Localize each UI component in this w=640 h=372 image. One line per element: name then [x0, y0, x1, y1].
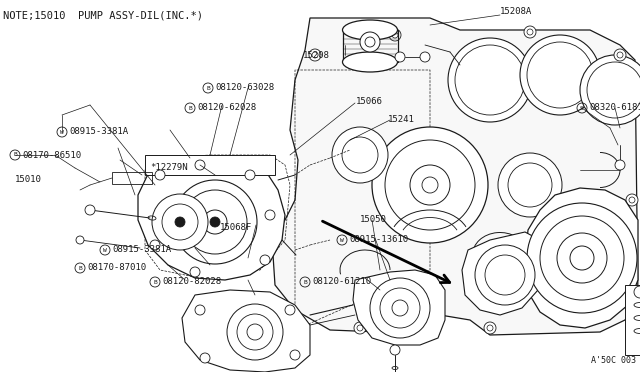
Circle shape — [175, 217, 185, 227]
Circle shape — [634, 286, 640, 298]
Polygon shape — [462, 232, 545, 315]
Polygon shape — [353, 270, 445, 345]
Circle shape — [570, 246, 594, 270]
Text: 08915-13610: 08915-13610 — [349, 235, 408, 244]
Text: 15208A: 15208A — [500, 7, 532, 16]
Circle shape — [484, 322, 496, 334]
Text: 15241: 15241 — [388, 115, 415, 125]
Circle shape — [395, 52, 405, 62]
Polygon shape — [272, 18, 638, 335]
Circle shape — [520, 35, 600, 115]
Text: 15208: 15208 — [303, 51, 330, 60]
Circle shape — [372, 127, 488, 243]
Circle shape — [580, 55, 640, 125]
Circle shape — [285, 305, 295, 315]
Circle shape — [260, 255, 270, 265]
Text: *12279N: *12279N — [150, 164, 188, 173]
Circle shape — [626, 194, 638, 206]
Circle shape — [290, 350, 300, 360]
Ellipse shape — [342, 20, 397, 40]
Bar — [625, 285, 640, 355]
Circle shape — [152, 194, 208, 250]
Text: B: B — [153, 279, 157, 285]
Circle shape — [265, 210, 275, 220]
Text: 08120-62028: 08120-62028 — [197, 103, 256, 112]
Circle shape — [195, 160, 205, 170]
Circle shape — [360, 32, 380, 52]
Circle shape — [390, 345, 400, 355]
Text: B: B — [78, 266, 82, 270]
Bar — [145, 155, 275, 175]
Text: B: B — [206, 86, 210, 90]
Text: 08320-61812: 08320-61812 — [589, 103, 640, 112]
Polygon shape — [182, 290, 310, 372]
Circle shape — [614, 49, 626, 61]
Circle shape — [475, 245, 535, 305]
Text: 15050: 15050 — [360, 215, 387, 224]
Text: W: W — [103, 247, 107, 253]
Text: 08120-82028: 08120-82028 — [162, 278, 221, 286]
Polygon shape — [138, 160, 285, 280]
Circle shape — [173, 180, 257, 264]
Text: 08170-86510: 08170-86510 — [22, 151, 81, 160]
Text: B: B — [13, 153, 17, 157]
Circle shape — [614, 294, 626, 306]
Text: 08915-3381A: 08915-3381A — [112, 246, 171, 254]
Circle shape — [155, 170, 165, 180]
Circle shape — [85, 205, 95, 215]
Circle shape — [615, 160, 625, 170]
Text: 08170-87010: 08170-87010 — [87, 263, 146, 273]
Circle shape — [422, 177, 438, 193]
Circle shape — [210, 217, 220, 227]
Polygon shape — [525, 188, 638, 328]
Circle shape — [245, 170, 255, 180]
Circle shape — [150, 240, 160, 250]
Text: 15066: 15066 — [356, 97, 383, 106]
Circle shape — [389, 29, 401, 41]
Text: B: B — [188, 106, 192, 110]
Text: S: S — [580, 106, 584, 110]
Text: 08120-63028: 08120-63028 — [215, 83, 274, 93]
Circle shape — [448, 38, 532, 122]
Circle shape — [498, 153, 562, 217]
Text: 15010: 15010 — [15, 176, 42, 185]
Circle shape — [524, 26, 536, 38]
Circle shape — [227, 304, 283, 360]
Circle shape — [527, 203, 637, 313]
Circle shape — [420, 52, 430, 62]
Circle shape — [190, 267, 200, 277]
Circle shape — [76, 236, 84, 244]
Circle shape — [370, 278, 430, 338]
Circle shape — [332, 127, 388, 183]
Ellipse shape — [342, 52, 397, 72]
Text: 08120-61210: 08120-61210 — [312, 278, 371, 286]
Text: W: W — [340, 237, 344, 243]
Text: 15068F: 15068F — [220, 224, 252, 232]
Text: NOTE;15010  PUMP ASSY-DIL(INC.*): NOTE;15010 PUMP ASSY-DIL(INC.*) — [3, 10, 203, 20]
Circle shape — [354, 322, 366, 334]
Text: B: B — [303, 279, 307, 285]
Circle shape — [195, 305, 205, 315]
Circle shape — [200, 353, 210, 363]
Circle shape — [309, 49, 321, 61]
Text: 08915-3381A: 08915-3381A — [69, 128, 128, 137]
Bar — [112, 172, 152, 184]
Text: A'50C 003: A'50C 003 — [591, 356, 636, 365]
Text: W: W — [60, 129, 64, 135]
